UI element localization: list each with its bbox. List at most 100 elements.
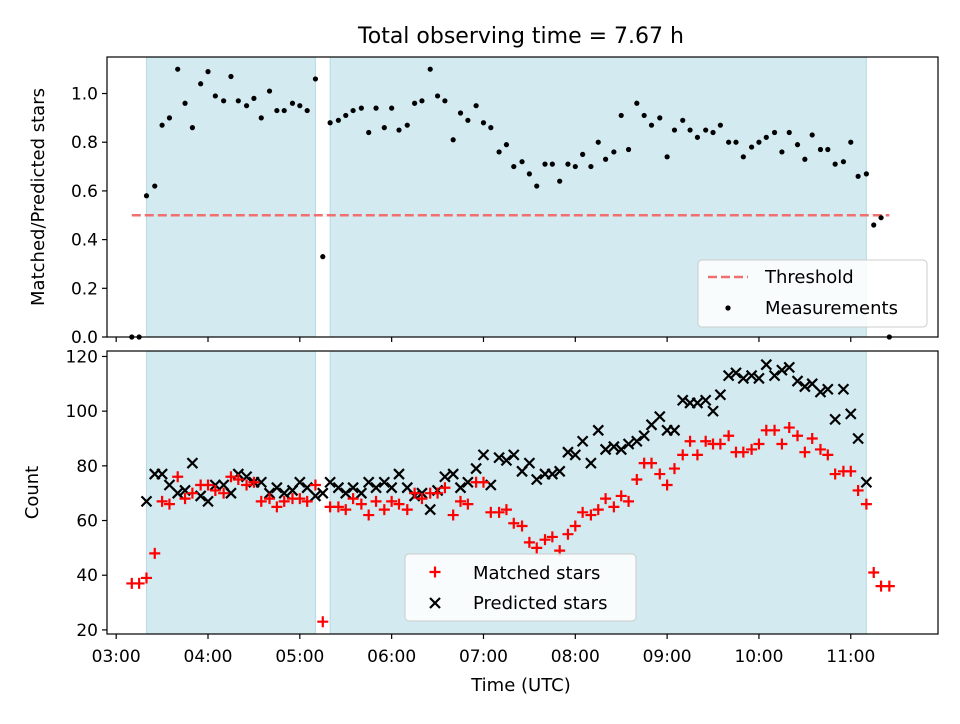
measurement-point	[258, 115, 264, 121]
predicted-point	[737, 372, 750, 385]
measurement-point	[434, 93, 441, 99]
predicted-point	[753, 372, 765, 385]
measurement-point	[366, 129, 372, 136]
predicted-point	[653, 410, 666, 423]
matched-point	[799, 446, 811, 458]
predicted-point	[530, 473, 543, 486]
matched-point	[386, 495, 398, 507]
matched-point	[631, 474, 643, 486]
matched-point	[668, 463, 680, 475]
measurement-point	[381, 125, 387, 131]
matched-point	[409, 487, 421, 499]
matched-point	[278, 495, 290, 507]
matched-point	[439, 482, 451, 494]
measurement-point	[159, 122, 165, 128]
matched-point	[806, 432, 818, 444]
measurement-point	[404, 122, 410, 128]
matched-point	[255, 495, 267, 507]
x-tick-label: 06:00	[367, 647, 416, 667]
matched-point	[684, 435, 696, 447]
matched-point	[562, 528, 574, 540]
measurement-point	[542, 161, 548, 167]
matched-point	[531, 542, 543, 554]
measurement-point	[603, 156, 609, 162]
measurement-point	[198, 81, 204, 87]
predicted-point	[707, 405, 719, 417]
measurement-point	[871, 222, 877, 228]
predicted-point	[362, 476, 375, 489]
x-tick-label: 05:00	[275, 647, 324, 667]
legend-measurements-swatch	[725, 305, 731, 311]
axes-frame	[106, 350, 939, 635]
y-tick-label: 0.2	[71, 279, 98, 299]
legend-box	[404, 553, 637, 622]
matched-point	[156, 495, 168, 507]
matched-point	[883, 580, 895, 592]
legend-threshold-label: Threshold	[764, 267, 854, 288]
bottom-panel: 20 40 60 80 100 120 03:00 04:00 05:00 06:00 07:00 0…	[22, 347, 939, 696]
measurement-point	[182, 100, 188, 106]
matched-point	[868, 566, 880, 578]
matched-point	[309, 479, 321, 491]
predicted-point	[576, 435, 589, 448]
measurement-point	[473, 103, 479, 109]
predicted-point	[599, 443, 612, 456]
predicted-point	[814, 386, 827, 398]
measurement-point	[350, 107, 356, 114]
measurement-point	[465, 117, 471, 123]
matched-point	[209, 484, 221, 496]
predicted-point	[776, 364, 788, 376]
predicted-point	[385, 481, 398, 494]
matched-point	[654, 468, 666, 480]
matched-point	[516, 520, 528, 532]
predicted-point	[140, 495, 153, 508]
matched-point	[822, 449, 834, 461]
measurement-point	[671, 127, 678, 133]
matched-point	[232, 474, 244, 486]
predicted-point	[378, 476, 391, 489]
x-axis-label: Time (UTC)	[470, 675, 571, 696]
measurement-point	[488, 125, 494, 131]
measurement-point	[694, 134, 701, 140]
predicted-point	[562, 446, 574, 458]
predicted-point	[447, 468, 459, 480]
predicted-point	[271, 481, 283, 494]
predicted-point	[844, 408, 857, 420]
legend-top: Threshold Measurements	[697, 259, 928, 328]
measurement-point	[212, 93, 218, 99]
matched-point	[577, 506, 589, 518]
predicted-point	[523, 457, 536, 469]
measurement-point	[572, 163, 578, 170]
matched-point	[317, 616, 329, 628]
matched-point	[608, 501, 620, 513]
matched-point	[646, 457, 658, 469]
predicted-point	[714, 388, 727, 401]
y-axis-label: Count	[22, 466, 43, 519]
legend-predicted-swatch	[429, 597, 441, 609]
predicted-point	[553, 465, 566, 478]
measurement-point	[802, 156, 808, 162]
predicted-point	[439, 471, 451, 483]
matched-point	[860, 498, 872, 510]
matched-point	[370, 495, 382, 507]
predicted-point	[722, 369, 735, 382]
measurement-point	[534, 183, 540, 189]
y-tick-label: 40	[76, 566, 98, 586]
measurement-point	[511, 163, 517, 170]
matched-point	[539, 534, 551, 546]
measurement-point	[549, 161, 555, 167]
predicted-point	[668, 424, 681, 437]
y-tick-label: 100	[66, 402, 98, 422]
measurement-point	[320, 254, 326, 260]
predicted-point	[852, 432, 864, 445]
matched-point	[332, 501, 344, 513]
measurement-point	[266, 88, 273, 94]
legend-bottom: Matched stars Predicted stars	[404, 553, 637, 622]
measurement-point	[457, 110, 464, 116]
matched-point	[852, 484, 864, 496]
y-tick-label: 20	[76, 621, 98, 641]
predicted-point	[691, 397, 704, 409]
matched-point	[661, 479, 673, 491]
measurement-point	[641, 112, 647, 119]
